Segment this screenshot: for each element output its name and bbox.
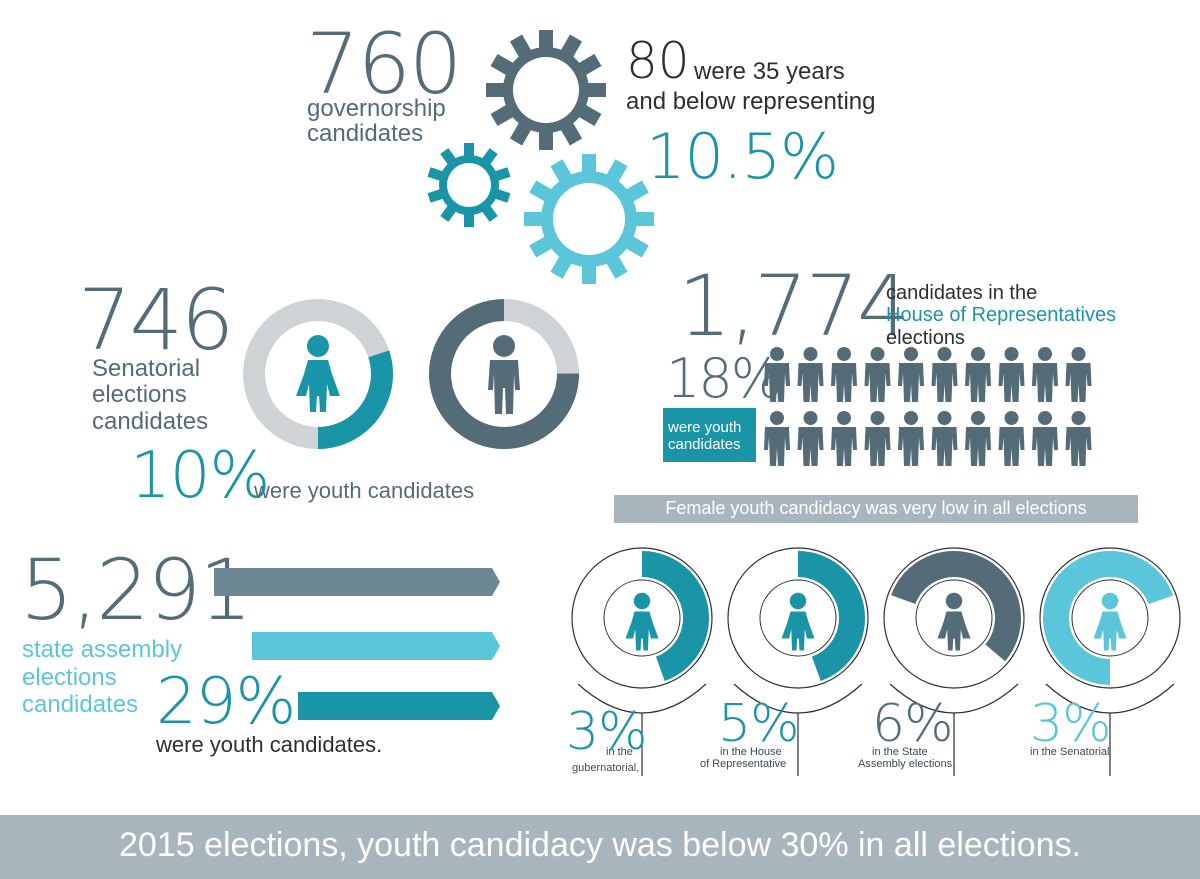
gear-icon-large xyxy=(486,30,606,150)
senatorial-percent: 10% xyxy=(130,439,270,513)
female-item-3-percent: 6% xyxy=(872,694,953,754)
house-count: 1,774 xyxy=(678,257,910,355)
female-figure-icon xyxy=(625,592,659,651)
governorship-youth-text-line1: were 35 years xyxy=(694,58,845,85)
person-icon xyxy=(864,411,891,466)
senatorial-label-line3: candidates xyxy=(92,407,209,435)
senatorial-label-line1: Senatorial xyxy=(92,355,201,382)
female-figure-icon xyxy=(296,335,340,412)
female-item-2-line2: of Representative xyxy=(700,758,787,770)
female-item-1-line1: in the xyxy=(606,746,633,758)
female-donut-2 xyxy=(727,547,869,776)
governorship-label-line1: governorship xyxy=(307,95,446,122)
assembly-percent-text: were youth candidates. xyxy=(156,732,383,757)
person-icon xyxy=(898,347,924,402)
female-figure-icon xyxy=(781,592,815,651)
assembly-label-line3: candidates xyxy=(22,691,139,719)
house-people-grid xyxy=(764,347,1092,466)
person-icon xyxy=(1032,411,1058,466)
person-icon xyxy=(998,347,1025,402)
house-percent-box-top xyxy=(663,352,756,408)
governorship-youth-count: 80 xyxy=(626,32,690,90)
footer-text: 2015 elections, youth candidacy was belo… xyxy=(118,826,1082,864)
governorship-label: governorship candidates xyxy=(307,95,446,148)
assembly-label-line1: state assembly xyxy=(22,636,183,663)
governorship-label-line2: candidates xyxy=(307,120,424,148)
assembly-label: state assembly elections candidates xyxy=(22,636,182,719)
person-icon xyxy=(864,347,891,402)
house-text-line1: candidates in the xyxy=(886,282,1038,304)
assembly-percent: 29% xyxy=(156,665,296,739)
person-icon xyxy=(831,347,857,402)
female-banner xyxy=(614,495,1138,523)
footer-bar xyxy=(0,815,1200,879)
senatorial-count: 746 xyxy=(78,271,234,369)
house-percent-text-line1: were youth xyxy=(668,419,742,436)
governorship-youth-text-line2: and below representing xyxy=(626,88,876,115)
governorship-count: 760 xyxy=(306,15,462,113)
male-figure-icon xyxy=(488,335,520,414)
assembly-count: 5,291 xyxy=(20,541,252,639)
person-icon xyxy=(797,347,824,402)
female-item-4-line1: in the Senatorial xyxy=(1030,746,1110,758)
house-text: candidates in the House of Representativ… xyxy=(886,282,1116,349)
senatorial-label: Senatorial elections candidates xyxy=(92,355,209,435)
house-percent-text: were youth candidates xyxy=(668,419,742,453)
person-icon xyxy=(965,411,991,466)
senatorial-percent-text: were youth candidates xyxy=(254,478,475,503)
house-percent: 18% xyxy=(666,347,782,410)
house-percent-box-lower xyxy=(663,410,756,462)
gear-icon-small xyxy=(427,143,511,227)
person-icon xyxy=(1065,411,1092,466)
person-icon xyxy=(1065,347,1092,402)
female-item-1-percent: 3% xyxy=(566,702,647,762)
female-donut-3 xyxy=(883,547,1025,776)
person-icon xyxy=(797,411,824,466)
person-icon xyxy=(998,411,1025,466)
female-item-3-line2: Assembly elections. xyxy=(858,758,956,770)
female-donuts xyxy=(571,547,1181,776)
female-item-1-text2: gubernatorial, xyxy=(572,762,640,774)
female-item-2-percent: 5% xyxy=(718,694,799,754)
person-icon xyxy=(931,347,958,402)
person-icon xyxy=(898,411,924,466)
female-donut-4 xyxy=(1039,547,1181,776)
person-icon xyxy=(764,347,790,402)
female-figure-icon xyxy=(1093,592,1127,651)
house-text-line3: elections xyxy=(886,326,965,349)
governorship-youth-percent: 10.5% xyxy=(646,120,839,193)
assembly-label-line2: elections xyxy=(22,663,117,691)
gear-icon-medium xyxy=(524,154,654,284)
person-icon xyxy=(931,411,958,466)
person-icon xyxy=(831,411,857,466)
female-item-4-percent: 3% xyxy=(1030,694,1111,754)
person-icon xyxy=(1032,347,1058,402)
person-icon xyxy=(965,347,991,402)
female-banner-text: Female youth candidacy was very low in a… xyxy=(665,498,1087,518)
senatorial-female-donut xyxy=(243,299,393,449)
female-figure-icon xyxy=(937,592,971,651)
female-item-2-line1: in the House xyxy=(720,746,782,758)
senatorial-male-donut xyxy=(429,299,579,449)
house-text-highlight: House of Representatives xyxy=(886,304,1117,327)
person-icon xyxy=(764,411,790,466)
female-item-1-text: in the xyxy=(606,746,633,759)
house-percent-text-line2: candidates xyxy=(668,435,741,453)
senatorial-label-line2: elections xyxy=(92,381,187,409)
female-item-3-line1: in the State xyxy=(872,746,928,758)
assembly-arrows xyxy=(214,568,500,720)
female-donut-1 xyxy=(571,547,713,776)
